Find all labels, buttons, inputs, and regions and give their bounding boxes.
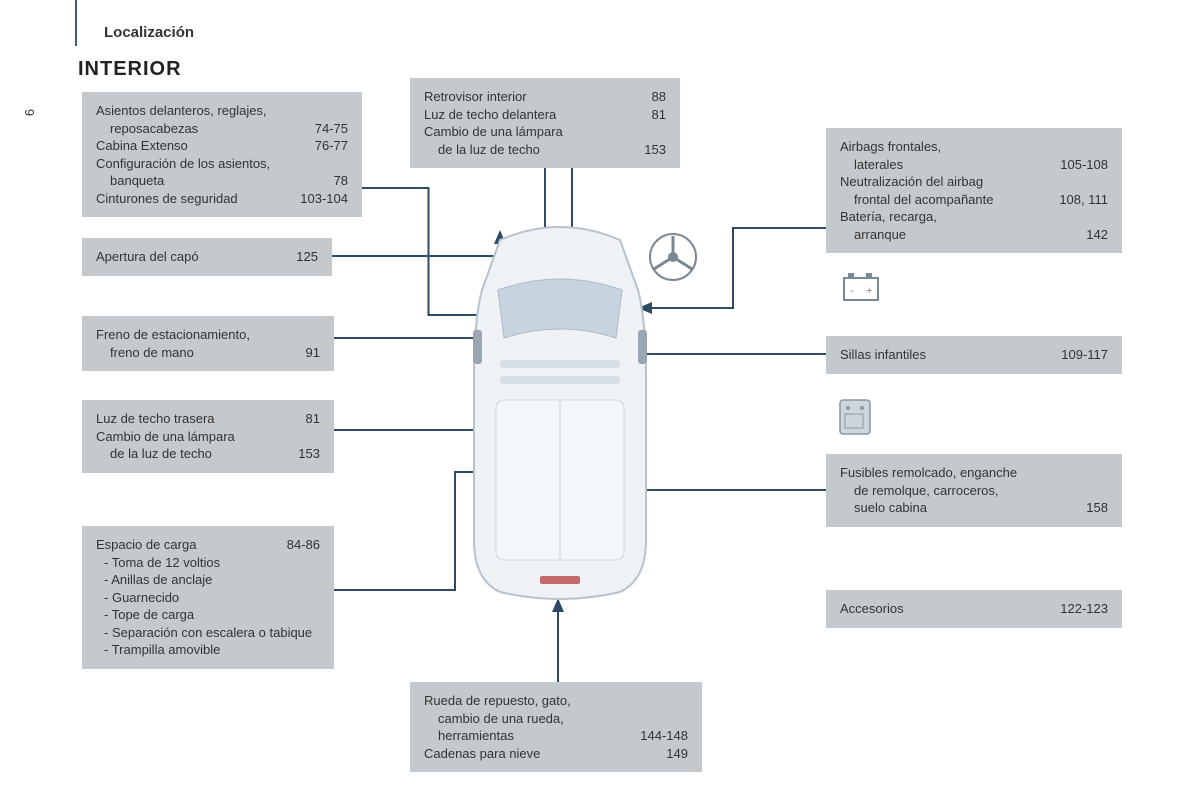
battery-icon: -+ xyxy=(842,272,880,307)
callout-left_5: Espacio de carga 84-86Toma de 12 voltiosA… xyxy=(82,526,334,669)
callout-label: Asientos delanteros, reglajes, xyxy=(96,102,336,120)
page-number: 6 xyxy=(22,109,37,116)
callout-right_2: Sillas infantiles 109-117 xyxy=(826,336,1122,374)
callout-bullet: Trampilla amovible xyxy=(104,641,320,659)
callout-right_4: Accesorios 122-123 xyxy=(826,590,1122,628)
callout-label: cambio de una rueda, xyxy=(424,710,676,728)
callout-right_3: Fusibles remolcado, enganchede remolque,… xyxy=(826,454,1122,527)
callout-label: Retrovisor interior xyxy=(424,88,640,106)
callout-page: 142 xyxy=(1086,226,1108,244)
callout-page: 81 xyxy=(652,106,666,124)
callout-label: Fusibles remolcado, enganche xyxy=(840,464,1096,482)
callout-page: 122-123 xyxy=(1060,600,1108,618)
callout-label: Apertura del capó xyxy=(96,248,284,266)
callout-label: arranque xyxy=(840,226,1074,244)
callout-page: 74-75 xyxy=(315,120,348,138)
callout-bottom_center: Rueda de repuesto, gato,cambio de una ru… xyxy=(410,682,702,772)
callout-label: Airbags frontales, xyxy=(840,138,1096,156)
callout-left_2: Apertura del capó 125 xyxy=(82,238,332,276)
callout-page: 149 xyxy=(666,745,688,763)
callout-label: Accesorios xyxy=(840,600,1048,618)
callout-bullets: Toma de 12 voltiosAnillas de anclajeGuar… xyxy=(96,554,320,659)
callout-page: 76-77 xyxy=(315,137,348,155)
callout-label: Cambio de una lámpara xyxy=(96,428,308,446)
callout-label: banqueta xyxy=(96,172,322,190)
vehicle-top-view xyxy=(470,220,650,600)
callout-page: 158 xyxy=(1086,499,1108,517)
callout-bullet: Toma de 12 voltios xyxy=(104,554,320,572)
callout-top_left: Asientos delanteros, reglajes,reposacabe… xyxy=(82,92,362,217)
breadcrumb: Localización xyxy=(104,24,194,41)
callout-page: 84-86 xyxy=(287,536,320,554)
callout-page: 78 xyxy=(334,172,348,190)
callout-label: Cambio de una lámpara xyxy=(424,123,654,141)
callout-label: frontal del acompañante xyxy=(840,191,1047,209)
callout-page: 88 xyxy=(652,88,666,106)
callout-top_center: Retrovisor interior 88 Luz de techo delant… xyxy=(410,78,680,168)
callout-label: freno de mano xyxy=(96,344,294,362)
callout-page: 153 xyxy=(298,445,320,463)
callout-label: Cadenas para nieve xyxy=(424,745,654,763)
callout-label: Luz de techo delantera xyxy=(424,106,640,124)
callout-page: 109-117 xyxy=(1061,346,1108,364)
callout-page: 81 xyxy=(306,410,320,428)
callout-bullet: Guarnecido xyxy=(104,589,320,607)
callout-label: Cabina Extenso xyxy=(96,137,303,155)
callout-label: Rueda de repuesto, gato, xyxy=(424,692,676,710)
steering-wheel-icon xyxy=(648,232,698,287)
callout-page: 125 xyxy=(296,248,318,266)
callout-label: Configuración de los asientos, xyxy=(96,155,336,173)
callout-page: 105-108 xyxy=(1060,156,1108,174)
callout-label: Batería, recarga, xyxy=(840,208,1096,226)
callout-label: Luz de techo trasera xyxy=(96,410,294,428)
callout-bullet: Anillas de anclaje xyxy=(104,571,320,589)
svg-text:-: - xyxy=(850,285,854,297)
callout-label: Freno de estacionamiento, xyxy=(96,326,308,344)
callout-label: Sillas infantiles xyxy=(840,346,1049,364)
page-title: INTERIOR xyxy=(78,58,182,81)
callout-left_3: Freno de estacionamiento,freno de mano 91 xyxy=(82,316,334,371)
callout-top_right: Airbags frontales,laterales 105-108Neutra… xyxy=(826,128,1122,253)
callout-label: laterales xyxy=(840,156,1048,174)
callout-page: 103-104 xyxy=(300,190,348,208)
callout-bullet: Separación con escalera o tabique xyxy=(104,624,320,642)
callout-page: 91 xyxy=(306,344,320,362)
callout-label: herramientas xyxy=(424,727,628,745)
callout-label: de la luz de techo xyxy=(424,141,632,159)
side-rule xyxy=(75,0,77,46)
callout-page: 153 xyxy=(644,141,666,159)
fusebox-icon xyxy=(838,398,872,441)
callout-label: Espacio de carga xyxy=(96,536,275,554)
svg-text:+: + xyxy=(866,285,872,297)
callout-label: reposacabezas xyxy=(96,120,303,138)
callout-bullet: Tope de carga xyxy=(104,606,320,624)
callout-left_4: Luz de techo trasera 81Cambio de una lámp… xyxy=(82,400,334,473)
callout-label: Neutralización del airbag xyxy=(840,173,1096,191)
callout-label: de remolque, carroceros, xyxy=(840,482,1096,500)
callout-page: 108, 111 xyxy=(1059,191,1108,209)
callout-label: de la luz de techo xyxy=(96,445,286,463)
callout-page: 144-148 xyxy=(640,727,688,745)
callout-label: Cinturones de seguridad xyxy=(96,190,288,208)
callout-label: suelo cabina xyxy=(840,499,1074,517)
